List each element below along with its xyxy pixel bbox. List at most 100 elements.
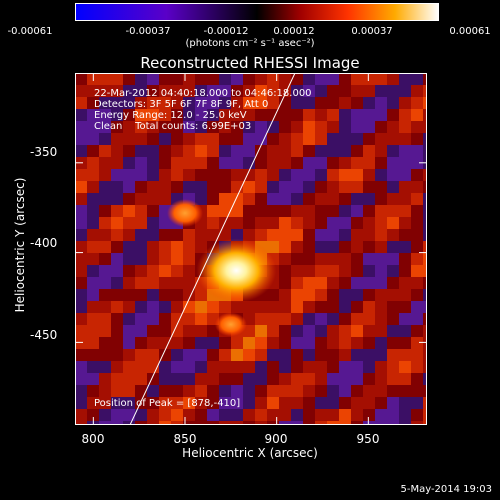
heatmap-cell: [75, 181, 87, 193]
heatmap-cell: [183, 409, 195, 421]
heatmap-cell: [231, 205, 243, 217]
heatmap-cell: [75, 193, 87, 205]
heatmap-cell: [411, 145, 423, 157]
heatmap-cell: [147, 325, 159, 337]
heatmap-cell: [387, 109, 399, 121]
heatmap-cell: [363, 217, 375, 229]
heatmap-cell: [327, 229, 339, 241]
heatmap-cell: [399, 313, 411, 325]
heatmap-cell: [303, 205, 315, 217]
heatmap-cell: [315, 265, 327, 277]
heatmap-cell: [135, 109, 147, 121]
heatmap-cell: [279, 373, 291, 385]
heatmap-cell: [375, 385, 387, 397]
footer-date: 5-May-2014 19:03: [400, 484, 492, 495]
heatmap-cell: [255, 97, 267, 109]
heatmap-cell: [87, 397, 99, 409]
heatmap-cell: [363, 181, 375, 193]
heatmap-cell: [243, 145, 255, 157]
heatmap-cell: [87, 253, 99, 265]
heatmap-cell: [75, 277, 87, 289]
heatmap-cell: [159, 157, 171, 169]
heatmap-cell: [423, 301, 427, 313]
heatmap-cell: [303, 109, 315, 121]
heatmap-cell: [135, 229, 147, 241]
heatmap-cell: [267, 193, 279, 205]
heatmap-cell: [99, 157, 111, 169]
heatmap-cell: [195, 325, 207, 337]
heatmap-cell: [231, 229, 243, 241]
heatmap-cell: [183, 85, 195, 97]
heatmap-cell: [135, 265, 147, 277]
heatmap-cell: [303, 289, 315, 301]
heatmap-cell: [123, 253, 135, 265]
heatmap-cell: [423, 121, 427, 133]
heatmap-cell: [363, 361, 375, 373]
heatmap-cell: [183, 325, 195, 337]
heatmap-cell: [327, 109, 339, 121]
y-axis-label: Heliocentric Y (arcsec): [13, 177, 27, 313]
heatmap-cell: [387, 385, 399, 397]
y-tick-label: -450: [30, 328, 58, 342]
heatmap-cell: [183, 133, 195, 145]
heatmap-cell: [75, 325, 87, 337]
heatmap-cell: [327, 265, 339, 277]
heatmap-cell: [255, 181, 267, 193]
heatmap-cell: [291, 241, 303, 253]
heatmap-cell: [111, 85, 123, 97]
heatmap-cell: [279, 325, 291, 337]
heatmap-cell: [279, 253, 291, 265]
heatmap-cell: [387, 325, 399, 337]
heatmap-cell: [423, 205, 427, 217]
heatmap-cell: [291, 145, 303, 157]
heatmap-cell: [315, 253, 327, 265]
heatmap-cell: [207, 385, 219, 397]
heatmap-cell: [195, 181, 207, 193]
heatmap-cell: [195, 421, 207, 425]
colorbar-tick: 0.00012: [273, 26, 315, 37]
heatmap-cell: [387, 193, 399, 205]
heatmap-cell: [351, 109, 363, 121]
heatmap-cell: [135, 181, 147, 193]
heatmap-cell: [99, 277, 111, 289]
heatmap-cell: [375, 145, 387, 157]
heatmap-cell: [339, 181, 351, 193]
heatmap-cell: [399, 229, 411, 241]
heatmap-cell: [399, 397, 411, 409]
heatmap-cell: [267, 109, 279, 121]
heatmap-cell: [315, 97, 327, 109]
heatmap-cell: [423, 241, 427, 253]
heatmap-cell: [399, 409, 411, 421]
heatmap-cell: [111, 253, 123, 265]
heatmap-cell: [207, 97, 219, 109]
heatmap-cell: [375, 97, 387, 109]
heatmap-cell: [75, 421, 87, 425]
heatmap-cell: [99, 325, 111, 337]
heatmap-cell: [195, 409, 207, 421]
heatmap-cell: [75, 301, 87, 313]
heatmap-cell: [111, 121, 123, 133]
heatmap-cell: [207, 337, 219, 349]
heatmap-cell: [423, 253, 427, 265]
heatmap-cell: [279, 157, 291, 169]
heatmap-cell: [327, 361, 339, 373]
heatmap-cell: [315, 397, 327, 409]
heatmap-cell: [423, 169, 427, 181]
heatmap-cell: [423, 361, 427, 373]
heatmap-cell: [171, 313, 183, 325]
heatmap-cell: [87, 205, 99, 217]
heatmap-cell: [399, 157, 411, 169]
heatmap-cell: [411, 73, 423, 85]
heatmap-cell: [423, 325, 427, 337]
heatmap-cell: [111, 109, 123, 121]
heatmap-cell: [303, 73, 315, 85]
heatmap-cell: [135, 205, 147, 217]
heatmap-cell: [363, 241, 375, 253]
heatmap-cell: [195, 133, 207, 145]
heatmap-cell: [387, 181, 399, 193]
heatmap-cell: [99, 205, 111, 217]
heatmap-cell: [111, 313, 123, 325]
heatmap-cell: [339, 193, 351, 205]
heatmap-cell: [411, 301, 423, 313]
heatmap-cell: [363, 337, 375, 349]
